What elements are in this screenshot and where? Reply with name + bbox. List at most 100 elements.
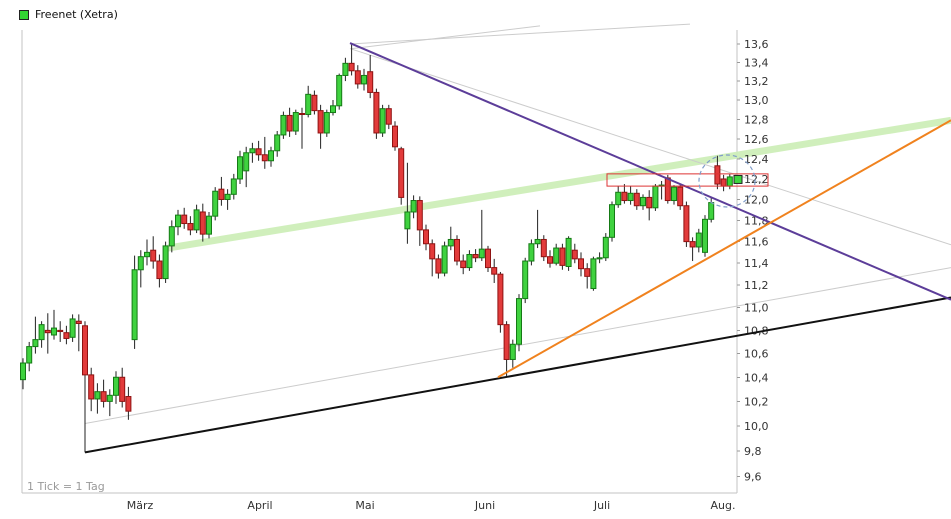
candle — [392, 125, 398, 148]
y-axis-label: 9,6 — [744, 471, 762, 484]
candle — [454, 238, 460, 262]
candle — [596, 257, 603, 260]
fan-line-2[interactable] — [349, 23, 691, 45]
candle — [652, 185, 659, 209]
candle — [460, 260, 467, 269]
candle — [299, 113, 305, 116]
candle — [447, 238, 454, 247]
y-axis-label: 11,4 — [744, 257, 769, 270]
y-axis-label: 12,2 — [744, 173, 769, 186]
candle — [354, 70, 361, 85]
candle — [677, 186, 684, 207]
candle — [137, 256, 144, 271]
x-axis-month-label: Juni — [474, 499, 495, 512]
candle — [410, 200, 417, 213]
candle — [20, 362, 26, 381]
candle — [82, 325, 88, 376]
y-axis-label: 11,0 — [744, 302, 769, 315]
candle — [491, 267, 498, 275]
candle — [113, 376, 119, 396]
uptrend-line[interactable] — [497, 119, 951, 379]
y-axis-label: 13,2 — [744, 75, 769, 88]
candle — [646, 196, 653, 209]
candle — [51, 327, 57, 336]
candle — [602, 236, 609, 259]
candle — [255, 148, 262, 156]
candle — [274, 134, 281, 152]
candle — [534, 238, 541, 245]
candle — [125, 396, 132, 412]
fan-line-1[interactable] — [349, 48, 951, 246]
x-axis-month-label: Juli — [593, 499, 610, 512]
candle — [540, 238, 547, 258]
candle — [627, 192, 634, 202]
y-axis-label: 11,8 — [744, 214, 769, 227]
candle — [683, 205, 690, 243]
candle — [423, 229, 429, 245]
candle — [361, 74, 367, 85]
legend: Freenet (Xetra) — [19, 8, 118, 21]
candle — [199, 211, 206, 235]
candle — [218, 188, 225, 200]
fan-line-3[interactable] — [351, 25, 541, 50]
fan-line-0[interactable] — [84, 267, 951, 424]
current-candle — [726, 176, 733, 187]
y-axis-label: 11,2 — [744, 279, 769, 292]
candle — [69, 318, 76, 338]
candle — [336, 74, 343, 107]
tick-interval-note: 1 Tick = 1 Tag — [27, 480, 105, 493]
candle — [181, 214, 188, 225]
candle — [373, 91, 380, 134]
resistance-zone-box[interactable] — [606, 173, 769, 187]
candle — [268, 150, 274, 162]
instrument-swatch-icon — [19, 9, 29, 20]
resistance-trendline[interactable] — [349, 42, 951, 301]
candle — [367, 71, 374, 93]
candle — [88, 374, 95, 400]
y-axis-label: 12,0 — [744, 193, 769, 206]
x-axis-month-label: März — [127, 499, 154, 512]
candle — [559, 247, 566, 266]
candle — [305, 93, 312, 115]
candle — [584, 268, 591, 277]
candle — [547, 256, 553, 264]
candle — [590, 258, 597, 290]
candle — [286, 114, 293, 132]
x-axis-month-label: Aug. — [711, 499, 736, 512]
candle — [237, 156, 243, 180]
candle — [621, 191, 628, 202]
candle — [565, 237, 572, 267]
candle — [528, 243, 535, 262]
candle — [119, 376, 126, 402]
candle — [435, 258, 442, 274]
candle — [478, 248, 485, 259]
candle — [317, 110, 324, 134]
candle — [671, 186, 677, 202]
candle — [261, 154, 268, 162]
candle — [708, 202, 715, 220]
support-trendline[interactable] — [84, 296, 951, 454]
candle — [75, 320, 82, 324]
candle — [379, 108, 386, 134]
current-price-marker — [733, 174, 743, 184]
candle — [714, 165, 721, 185]
candle — [168, 226, 175, 247]
candle — [695, 232, 702, 248]
y-axis-label: 13,6 — [744, 38, 769, 51]
x-axis-month-label: April — [247, 499, 272, 512]
candle — [206, 215, 212, 235]
candle — [63, 332, 70, 339]
candle — [94, 391, 101, 400]
candle — [150, 249, 157, 262]
candle — [26, 346, 33, 364]
trend-channel-band[interactable] — [167, 116, 951, 252]
candle — [633, 192, 640, 207]
highlight-circle[interactable] — [698, 154, 756, 208]
candle — [193, 209, 200, 231]
candle — [398, 148, 405, 198]
y-axis-label: 12,6 — [744, 133, 769, 146]
y-axis-label: 13,4 — [744, 56, 769, 69]
candle — [472, 254, 479, 259]
